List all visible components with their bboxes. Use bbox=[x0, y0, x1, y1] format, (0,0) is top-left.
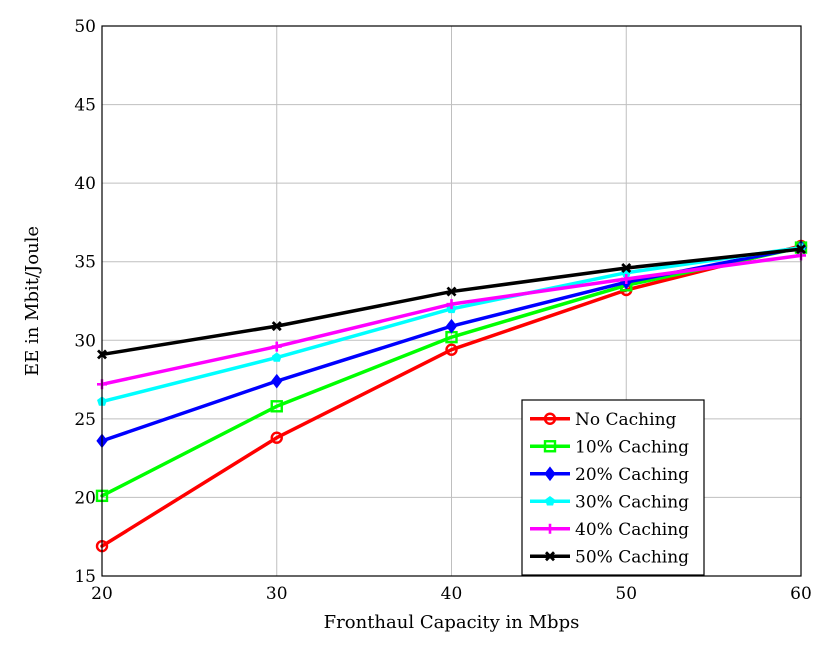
data-point-4-2 bbox=[446, 299, 457, 310]
data-point-0-1 bbox=[270, 431, 283, 444]
legend-label-2: 20% Caching bbox=[575, 465, 689, 485]
data-point-4-1 bbox=[271, 341, 282, 352]
legend: No Caching 10% Caching 20% Caching 30% Cach… bbox=[521, 399, 705, 576]
plot-frame bbox=[101, 25, 802, 577]
series-5 bbox=[97, 244, 806, 360]
data-point-3-1 bbox=[271, 352, 282, 362]
x-tick-label-0: 20 bbox=[91, 584, 113, 604]
legend-box bbox=[521, 399, 705, 576]
x-tick-label-2: 40 bbox=[441, 584, 463, 604]
data-point-2-2 bbox=[445, 318, 458, 334]
x-tick-label-4: 60 bbox=[790, 584, 812, 604]
y-tick-label-5: 40 bbox=[74, 174, 96, 194]
legend-marker-0 bbox=[543, 412, 557, 425]
series-line-0 bbox=[100, 244, 803, 548]
legend-label-3: 30% Caching bbox=[575, 492, 689, 512]
x-tick-label-1: 30 bbox=[266, 584, 288, 604]
y-tick-label-0: 15 bbox=[74, 567, 96, 587]
legend-marker-2 bbox=[544, 466, 556, 482]
legend-label-1: 10% Caching bbox=[575, 437, 689, 457]
legend-item-3: 30% Caching bbox=[530, 492, 689, 512]
legend-item-2: 20% Caching bbox=[530, 465, 689, 485]
legend-label-0: No Caching bbox=[575, 410, 677, 430]
y-tick-label-4: 35 bbox=[74, 253, 96, 273]
legend-item-4: 40% Caching bbox=[530, 520, 689, 540]
legend-label-5: 50% Caching bbox=[575, 547, 689, 567]
legend-label-4: 40% Caching bbox=[575, 520, 689, 540]
data-point-2-1 bbox=[271, 373, 283, 389]
legend-item-0: No Caching bbox=[530, 410, 677, 430]
y-axis-label: EE in Mbit/Joule bbox=[22, 226, 43, 376]
data-point-5-2 bbox=[446, 286, 457, 297]
data-point-0-2 bbox=[445, 343, 458, 356]
y-tick-label-3: 30 bbox=[74, 331, 96, 351]
y-tick-label-7: 50 bbox=[74, 17, 96, 37]
y-tick-label-6: 45 bbox=[74, 96, 96, 116]
x-tick-label-3: 50 bbox=[615, 584, 637, 604]
legend-marker-5 bbox=[545, 551, 555, 562]
data-point-5-3 bbox=[621, 263, 632, 273]
legend-item-1: 10% Caching bbox=[530, 437, 689, 457]
data-point-4-3 bbox=[621, 274, 632, 284]
data-point-1-1 bbox=[270, 400, 283, 413]
data-point-5-1 bbox=[271, 321, 282, 332]
legend-marker-1 bbox=[543, 440, 557, 453]
legend-item-5: 50% Caching bbox=[530, 547, 689, 567]
y-tick-label-2: 25 bbox=[74, 410, 96, 430]
legend-marker-3 bbox=[545, 496, 555, 506]
legend-marker-4 bbox=[545, 523, 555, 534]
x-axis-label: Fronthaul Capacity in Mbps bbox=[324, 612, 580, 633]
y-tick-label-1: 20 bbox=[74, 488, 96, 508]
